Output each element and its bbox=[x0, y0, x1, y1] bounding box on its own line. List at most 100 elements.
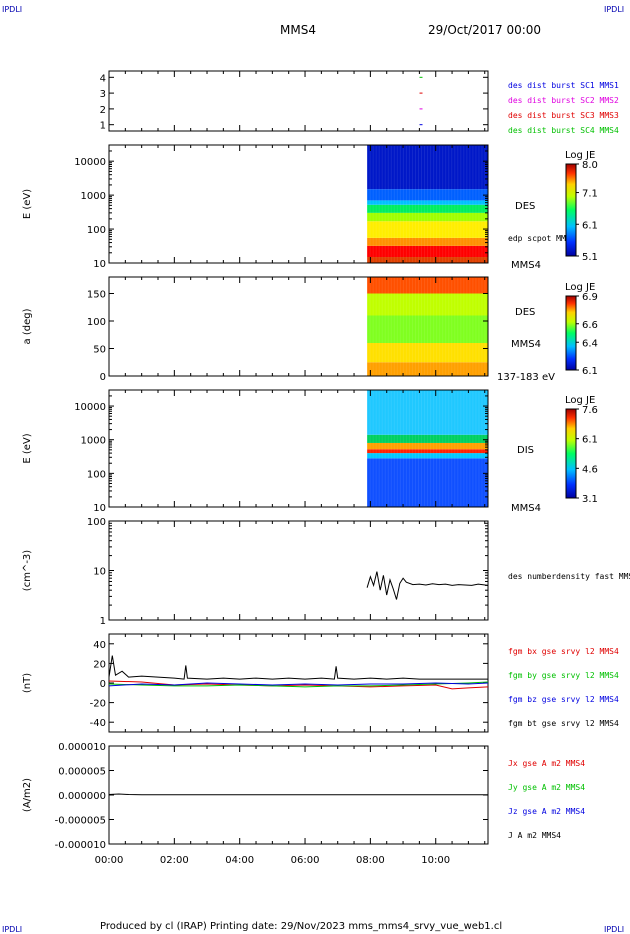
des-energy-colorbar-tick-label: 5.1 bbox=[582, 252, 598, 263]
footer-text: Produced by cl (IRAP) Printing date: 29/… bbox=[100, 921, 502, 932]
des-pitch-ytick-label: 50 bbox=[93, 345, 106, 356]
des-energy-ylabel: E (eV) bbox=[22, 189, 33, 219]
density-legend-1: des numberdensity fast MMS4 bbox=[508, 572, 630, 581]
des-pitch-band bbox=[367, 315, 488, 343]
dis-energy-band bbox=[367, 453, 488, 459]
des-energy-band bbox=[367, 204, 488, 213]
current-ylabel: (A/m2) bbox=[22, 778, 33, 812]
dis-energy-band bbox=[367, 449, 488, 454]
dis-energy-colorbar-title: Log JE bbox=[565, 395, 595, 406]
des-energy-band bbox=[367, 221, 488, 238]
des-energy-frame bbox=[108, 144, 489, 264]
des-pitch-colorbar-tick-label: 6.9 bbox=[582, 292, 598, 303]
des-energy-right-label-1: DES bbox=[515, 201, 535, 212]
current-ytick-label: 0.000005 bbox=[58, 767, 106, 778]
des-pitch-colorbar-tick-label: 6.4 bbox=[582, 338, 598, 349]
des-energy-colorbar-title: Log JE bbox=[565, 150, 595, 161]
fgm-legend-1: fgm bx gse srvy l2 MMS4 bbox=[508, 647, 619, 656]
dis-energy-right-label-2: MMS4 bbox=[511, 503, 541, 514]
time-axis-label: 02:00 bbox=[160, 855, 189, 866]
des-pitch-ytick-label: 100 bbox=[87, 317, 106, 328]
time-axis-label: 08:00 bbox=[356, 855, 385, 866]
des-energy-ytick-label: 100 bbox=[87, 225, 106, 236]
des-energy-ytick-label: 10 bbox=[93, 259, 106, 270]
burst-ytick-label: 2 bbox=[100, 105, 106, 116]
des-pitch-colorbar-title: Log JE bbox=[565, 282, 595, 293]
dis-energy-colorbar-tick-label: 7.6 bbox=[582, 405, 598, 416]
fgm-ytick-label: -40 bbox=[90, 718, 106, 729]
dis-energy-ytick-label: 10000 bbox=[74, 402, 106, 413]
des-pitch-right-label-3: 137-183 eV bbox=[497, 372, 555, 383]
current-ytick-label: 0.000000 bbox=[58, 791, 106, 802]
dis-energy-band bbox=[367, 458, 488, 507]
dis-energy-colorbar-tick-label: 6.1 bbox=[582, 435, 598, 446]
des-pitch-colorbar bbox=[565, 295, 577, 371]
des-pitch-band bbox=[367, 343, 488, 363]
current-legend-2: Jy gse A m2 MMS4 bbox=[508, 783, 585, 792]
dis-energy-band bbox=[367, 434, 488, 443]
dis-energy-frame bbox=[108, 389, 489, 508]
fgm-series-2 bbox=[108, 681, 489, 688]
current-legend-1: Jx gse A m2 MMS4 bbox=[508, 759, 585, 768]
density-ytick-label: 1 bbox=[100, 616, 106, 627]
fgm-ytick-label: 20 bbox=[93, 659, 106, 670]
time-axis-label: 10:00 bbox=[421, 855, 450, 866]
density-series-1 bbox=[366, 571, 489, 600]
dis-energy-ytick-label: 10 bbox=[93, 503, 106, 514]
des-energy-ytick-label: 10000 bbox=[74, 157, 106, 168]
des-energy-band bbox=[367, 145, 488, 190]
dis-energy-colorbar bbox=[565, 408, 577, 499]
fgm-ytick-label: 0 bbox=[100, 679, 106, 690]
des-energy-band bbox=[367, 237, 488, 246]
dis-energy-colorbar-tick-label: 3.1 bbox=[582, 494, 598, 505]
current-ytick-label: 0.000010 bbox=[58, 742, 106, 753]
des-pitch-ylabel: a (deg) bbox=[22, 308, 33, 344]
fgm-ytick-label: 40 bbox=[93, 640, 106, 651]
corner-label-bottom-right: IPDLI bbox=[604, 925, 624, 934]
des-pitch-ytick-label: 0 bbox=[100, 372, 106, 383]
dis-energy-band bbox=[367, 442, 488, 450]
burst-ytick-label: 4 bbox=[100, 73, 106, 84]
fgm-series-4 bbox=[108, 655, 488, 680]
dis-energy-ytick-label: 100 bbox=[87, 469, 106, 480]
des-energy-colorbar bbox=[565, 163, 577, 257]
current-legend-3: Jz gse A m2 MMS4 bbox=[508, 807, 585, 816]
corner-label-bottom-left: IPDLI bbox=[2, 925, 22, 934]
des-pitch-colorbar-tick-label: 6.1 bbox=[582, 366, 598, 377]
time-axis-label: 00:00 bbox=[95, 855, 124, 866]
des-energy-band bbox=[367, 245, 488, 258]
fgm-ytick-label: -20 bbox=[90, 699, 106, 710]
current-legend-4: J A m2 MMS4 bbox=[508, 831, 561, 840]
current-ytick-label: -0.000010 bbox=[55, 840, 106, 851]
corner-label-top-left: IPDLI bbox=[2, 5, 22, 14]
burst-legend-3: des dist burst SC3 MMS3 bbox=[508, 111, 619, 120]
des-energy-band bbox=[367, 257, 488, 263]
dis-energy-ytick-label: 1000 bbox=[81, 436, 106, 447]
fgm-legend-3: fgm bz gse srvy l2 MMS4 bbox=[508, 695, 619, 704]
des-pitch-ytick-label: 150 bbox=[87, 290, 106, 301]
des-pitch-right-label-2: MMS4 bbox=[511, 339, 541, 350]
des-pitch-band bbox=[367, 277, 488, 294]
fgm-legend-2: fgm by gse srvy l2 MMS4 bbox=[508, 671, 619, 680]
burst-legend-1: des dist burst SC1 MMS1 bbox=[508, 81, 619, 90]
des-energy-right-label-2: edp scpot MMS4 bbox=[508, 234, 576, 243]
des-pitch-band bbox=[367, 293, 488, 316]
dis-energy-band bbox=[367, 390, 488, 435]
time-axis-label: 06:00 bbox=[291, 855, 320, 866]
fgm-series-3 bbox=[108, 682, 489, 687]
des-pitch-band bbox=[367, 362, 488, 376]
density-ylabel: (cm^-3) bbox=[22, 550, 33, 591]
des-energy-right-label-3: MMS4 bbox=[511, 260, 541, 271]
des-energy-ytick-label: 1000 bbox=[81, 191, 106, 202]
fgm-legend-4: fgm bt gse srvy l2 MMS4 bbox=[508, 719, 619, 728]
dis-energy-colorbar-tick-label: 4.6 bbox=[582, 464, 598, 475]
burst-ytick-label: 1 bbox=[100, 121, 106, 132]
burst-legend-4: des dist burst SC4 MMS4 bbox=[508, 126, 619, 135]
des-pitch-right-label-1: DES bbox=[515, 307, 535, 318]
fgm-ylabel: (nT) bbox=[22, 673, 33, 693]
des-pitch-colorbar-tick-label: 6.6 bbox=[582, 320, 598, 331]
burst-ytick-label: 3 bbox=[100, 89, 106, 100]
des-energy-band bbox=[367, 212, 488, 222]
density-frame bbox=[108, 520, 489, 621]
current-ytick-label: -0.000005 bbox=[55, 816, 106, 827]
